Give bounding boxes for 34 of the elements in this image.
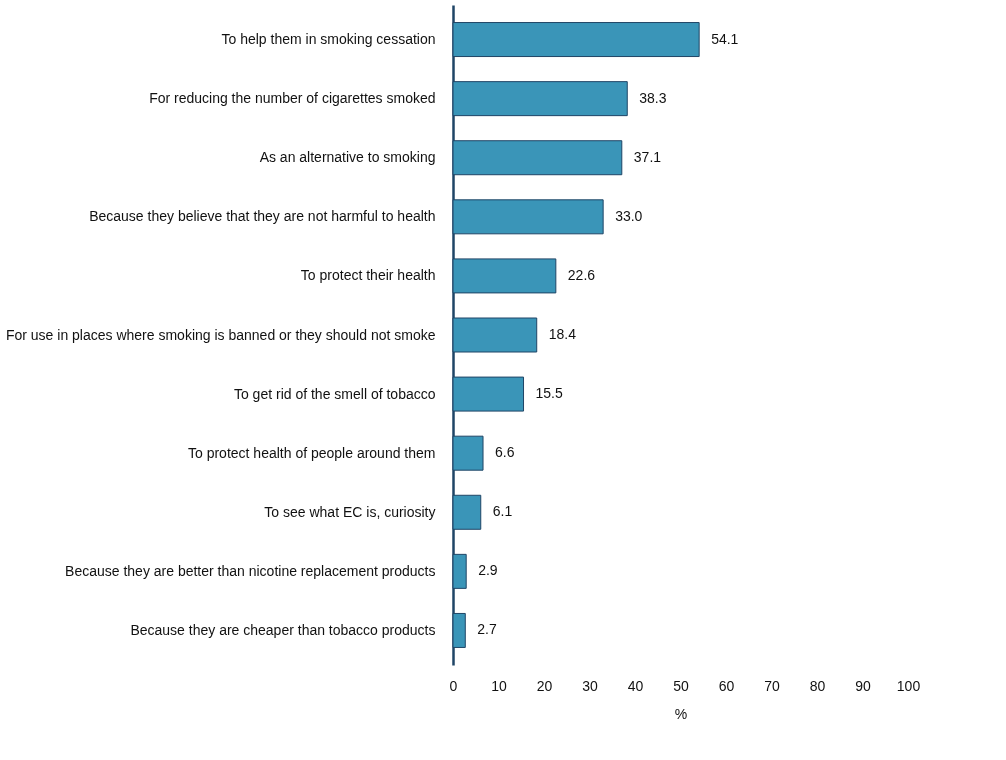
y-tick-label: To protect health of people around them [187, 444, 436, 461]
data-label: 2.7 [477, 621, 497, 638]
data-label: 22.6 [567, 266, 596, 283]
data-label: 2.9 [478, 562, 498, 579]
x-tick-label: 20 [536, 677, 553, 694]
x-tick-label: 70 [764, 677, 780, 694]
x-tick-label: 0 [449, 677, 458, 694]
y-tick-label: For reducing the number of cigarettes smoked [149, 90, 436, 107]
x-tick-label: 30 [582, 677, 598, 694]
y-tick-label: To protect their health [300, 267, 436, 284]
y-tick-label: To help them in smoking cessation [221, 31, 436, 48]
y-tick-label: To get rid of the smell of tobacco [233, 385, 436, 402]
x-tick-label: 50 [673, 677, 689, 694]
x-tick-label: 100 [896, 677, 921, 694]
x-tick-label: 60 [718, 677, 735, 694]
x-tick-label: 10 [491, 677, 507, 694]
x-tick-label: 40 [627, 677, 644, 694]
y-tick-label: As an alternative to smoking [259, 149, 436, 166]
data-label: 38.3 [639, 89, 667, 106]
data-label: 33.0 [615, 207, 643, 224]
data-label: 54.1 [711, 30, 739, 47]
y-tick-label: Because they are cheaper than tobacco products [130, 621, 436, 638]
data-label: 18.4 [548, 326, 577, 342]
data-label: 37.1 [633, 148, 662, 165]
data-label: 6.1 [492, 503, 513, 520]
data-label: 15.5 [535, 385, 563, 402]
y-tick-label: Because they believe that they are not harmful to health [89, 208, 436, 225]
data-label: 6.6 [495, 444, 515, 461]
x-axis-title: % [674, 705, 688, 722]
x-tick-label: 90 [855, 677, 871, 694]
y-tick-label: For use in places where smoking is banned or they should not smoke [5, 326, 436, 343]
y-tick-label: Because they are better than nicotine replacement products [65, 562, 436, 579]
x-tick-label: 80 [809, 677, 826, 694]
y-tick-label: To see what EC is, curiosity [264, 503, 436, 520]
